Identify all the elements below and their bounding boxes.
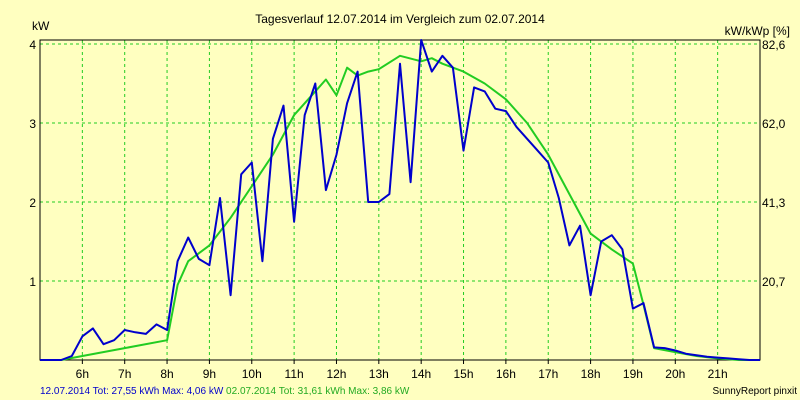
series-line-1 (40, 54, 760, 361)
footer-credit: SunnyReport pinxit (713, 386, 798, 397)
x-tick-label: 10h (242, 367, 262, 381)
series-layer (40, 39, 760, 361)
x-tick-label: 16h (496, 367, 516, 381)
x-tick-label: 6h (76, 367, 89, 381)
x-tick-label: 19h (623, 367, 643, 381)
y-tick-label-right: 82,6 (762, 38, 786, 52)
footer-green-summary: 02.07.2014 Tot: 31,61 kWh Max: 3,86 kW (226, 386, 410, 397)
x-tick-label: 17h (538, 367, 558, 381)
x-tick-label: 14h (411, 367, 431, 381)
y-axis-label-left: kW (32, 19, 50, 33)
y-tick-label-right: 62,0 (762, 117, 786, 131)
y-axis-label-right: kW/kWp [%] (725, 24, 790, 38)
x-tick-label: 11h (285, 367, 304, 381)
footer-legend: 12.07.2014 Tot: 27,55 kWh Max: 4,06 kW 0… (40, 386, 410, 397)
y-tick-label-left: 4 (29, 38, 36, 52)
x-tick-label: 20h (665, 367, 685, 381)
x-tick-label: 7h (118, 367, 131, 381)
x-tick-label: 15h (454, 367, 474, 381)
y-tick-label-left: 3 (29, 117, 36, 131)
x-tick-label: 21h (708, 367, 728, 381)
y-tick-label-right: 20,7 (762, 275, 786, 289)
x-tick-labels: 6h 7h 8h 9h 10h 11h 12h 13h 14h 15h 16h 17h 18h 19h 20… (76, 360, 728, 381)
x-tick-label: 8h (160, 367, 173, 381)
y-tick-label-right: 41,3 (762, 196, 786, 210)
x-tick-label: 9h (203, 367, 216, 381)
y-tick-label-left: 1 (29, 275, 36, 289)
series-line-0 (40, 39, 760, 361)
x-tick-label: 12h (326, 367, 346, 381)
y-tick-labels: 1 2 3 4 20,7 41,3 62,0 82,6 (29, 38, 785, 289)
x-tick-label: 13h (369, 367, 389, 381)
y-tick-label-left: 2 (29, 196, 36, 210)
chart-title: Tagesverlauf 12.07.2014 im Vergleich zum… (255, 12, 545, 26)
x-tick-label: 18h (581, 367, 601, 381)
footer-blue-summary: 12.07.2014 Tot: 27,55 kWh Max: 4,06 kW (40, 386, 224, 397)
plot-frame (39, 39, 761, 361)
